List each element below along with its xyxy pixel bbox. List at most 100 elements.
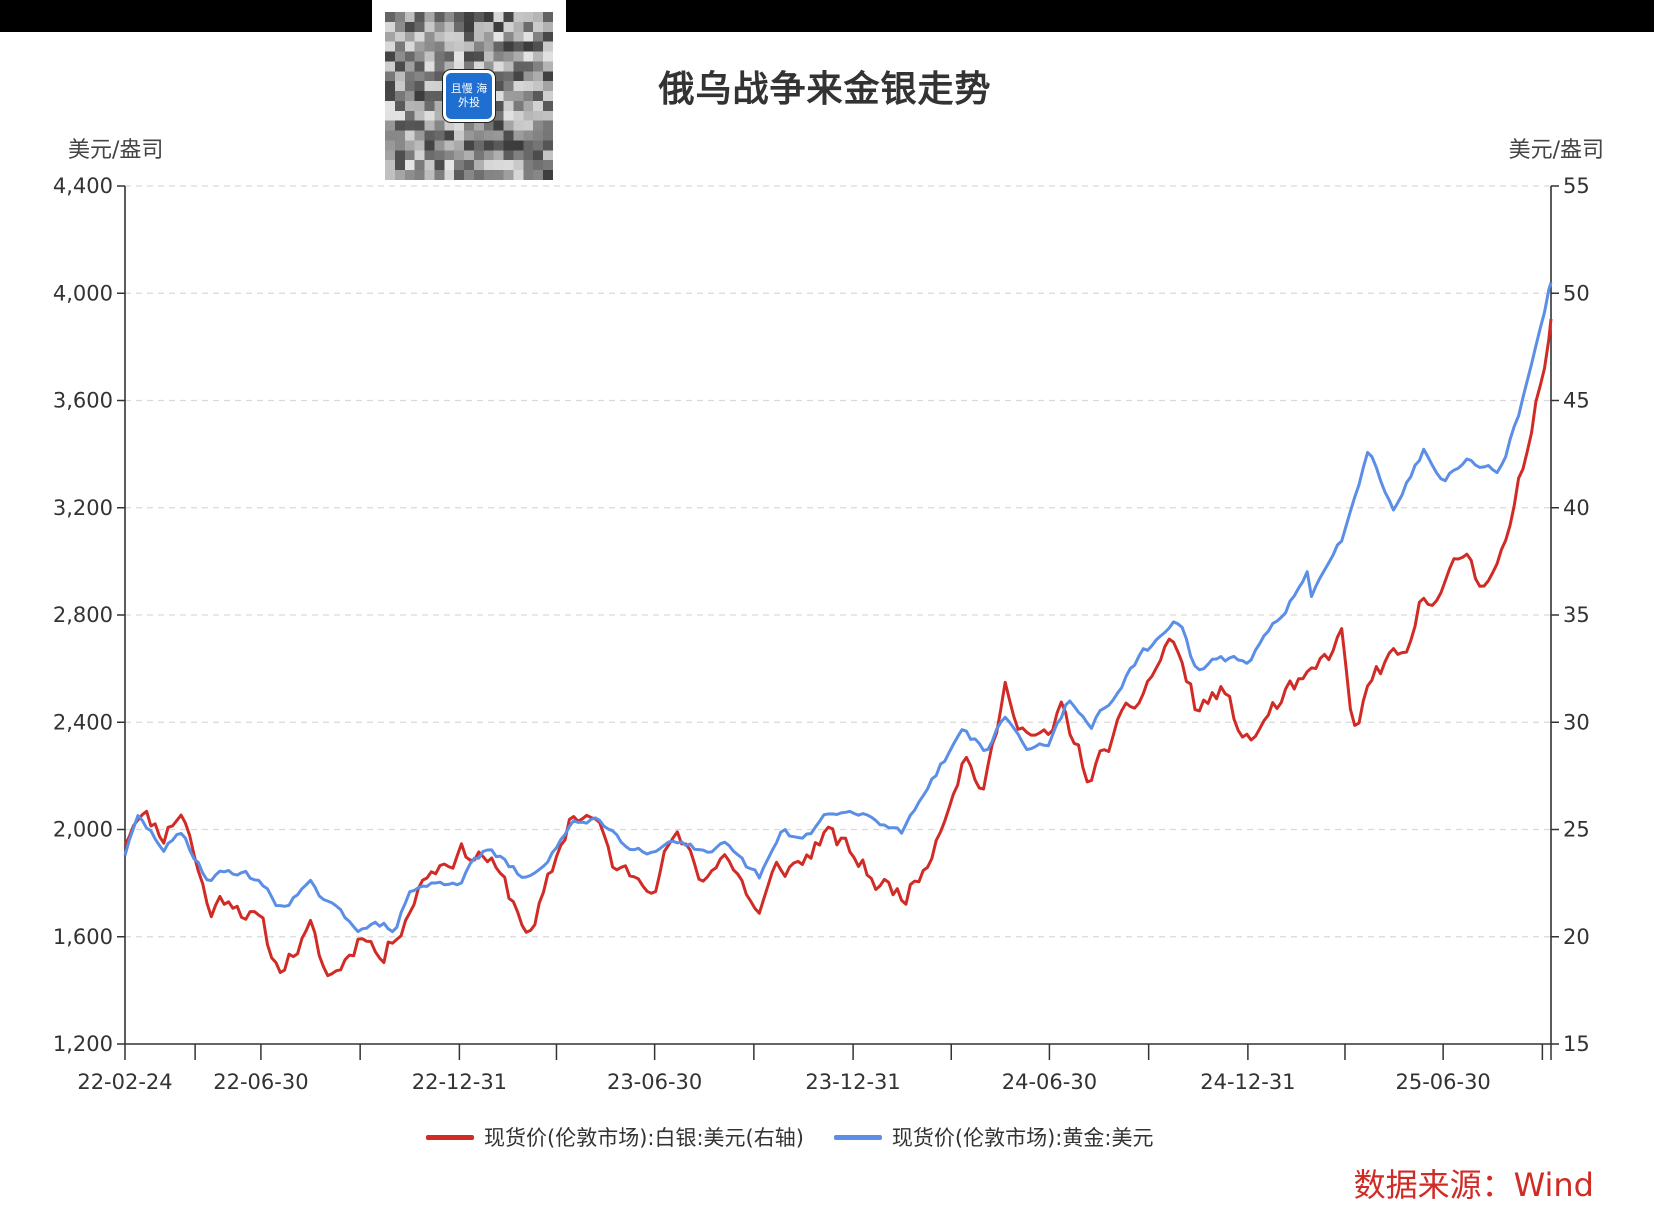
qr-cell (523, 170, 534, 180)
qr-cell (503, 110, 514, 121)
left-axis-unit: 美元/盎司 (68, 138, 164, 163)
qr-cell (454, 31, 465, 42)
qr-cell (523, 41, 534, 52)
qr-cell (543, 21, 553, 32)
qr-cell (473, 41, 484, 52)
qr-cell (473, 170, 484, 180)
qr-cell (444, 51, 455, 62)
legend-item-silver[interactable]: 现货价(伦敦市场):白银:美元(右轴) (426, 1122, 804, 1152)
top-black-bar (0, 0, 1654, 32)
qr-cell (444, 160, 455, 171)
qr-cell (483, 150, 494, 161)
qr-cell (424, 61, 435, 72)
x-axis-tick-label: 22-02-24 (77, 1070, 172, 1094)
gridlines (125, 185, 1551, 938)
qr-cell (493, 110, 504, 121)
qr-cell (454, 130, 465, 141)
x-axis-tick-label: 24-06-30 (1002, 1070, 1097, 1094)
qr-cell (424, 170, 435, 180)
qr-cell (523, 61, 534, 72)
qr-cell (424, 41, 435, 52)
qr-cell (414, 91, 425, 101)
qr-cell (414, 170, 425, 180)
qr-cell (533, 71, 544, 82)
qr-cell (404, 130, 415, 141)
qr-cell (454, 120, 465, 131)
qr-cell (533, 140, 544, 151)
qr-cell (434, 91, 445, 101)
qr-cell (473, 150, 484, 161)
qr-cell (464, 41, 474, 52)
legend: 现货价(伦敦市场):白银:美元(右轴) 现货价(伦敦市场):黄金:美元 (426, 1122, 1183, 1152)
qr-cell (444, 31, 455, 42)
qr-cell (513, 71, 524, 82)
qr-cell (424, 160, 435, 171)
qr-cell (523, 21, 534, 32)
qr-cell (543, 41, 553, 52)
qr-cell (404, 12, 415, 22)
qr-cell (414, 21, 425, 32)
qr-cell (493, 120, 504, 131)
qr-cell (394, 21, 405, 32)
chart-title: 俄乌战争来金银走势 (658, 69, 992, 110)
qr-cell (454, 170, 465, 180)
qr-cell (424, 110, 435, 121)
qr-cell (414, 150, 425, 161)
qr-cell (493, 31, 504, 42)
qr-cell (513, 12, 524, 22)
right-axis-unit: 美元/盎司 (1508, 138, 1604, 163)
qr-cell (473, 21, 484, 32)
qr-cell (533, 160, 544, 171)
qr-cell (493, 21, 504, 32)
qr-cell (473, 120, 484, 131)
qr-cell (394, 51, 405, 62)
x-axis-tick-label: 24-12-31 (1200, 1070, 1295, 1094)
qr-cell (483, 21, 494, 32)
qr-cell (513, 51, 524, 62)
qr-cell (414, 100, 425, 111)
qr-cell (543, 31, 553, 42)
qr-cell (473, 140, 484, 151)
qr-cell (454, 160, 465, 171)
qr-cell (493, 150, 504, 161)
qr-cell (444, 150, 455, 161)
legend-swatch-gold (833, 1134, 882, 1140)
qr-cell (533, 150, 544, 161)
qr-cell (434, 51, 445, 62)
qr-cell (424, 81, 435, 92)
qr-cell (503, 91, 514, 101)
qr-cell (513, 140, 524, 151)
qr-cell (493, 12, 504, 22)
qr-cell (543, 91, 553, 101)
qr-cell (394, 140, 405, 151)
qr-cell (503, 51, 514, 62)
qr-cell (414, 51, 425, 62)
right-axis-tick-label: 35 (1563, 603, 1590, 627)
x-axis-tick-label: 23-06-30 (607, 1070, 702, 1094)
qr-cell (424, 91, 435, 101)
qr-cell (503, 120, 514, 131)
qr-cell (394, 150, 405, 161)
qr-cell (473, 130, 484, 141)
qr-cell (454, 41, 465, 52)
left-axis-tick-label: 2,800 (53, 603, 113, 627)
qr-cell (404, 61, 415, 72)
qr-cell (385, 150, 395, 161)
qr-cell (444, 170, 455, 180)
qr-cell (503, 12, 514, 22)
qr-cell (493, 100, 504, 111)
qr-cell (513, 170, 524, 180)
qr-cell (434, 61, 445, 72)
qr-cell (503, 100, 514, 111)
qr-cell (414, 130, 425, 141)
qr-cell (454, 150, 465, 161)
qr-cell (414, 160, 425, 171)
qr-cell (493, 160, 504, 171)
qr-cell (444, 120, 455, 131)
right-axis-tick-label: 55 (1563, 174, 1590, 198)
qr-cell (493, 81, 504, 92)
legend-item-gold[interactable]: 现货价(伦敦市场):黄金:美元 (833, 1122, 1153, 1152)
qr-cell (543, 61, 553, 72)
qr-cell (513, 150, 524, 161)
qr-cell (523, 130, 534, 141)
